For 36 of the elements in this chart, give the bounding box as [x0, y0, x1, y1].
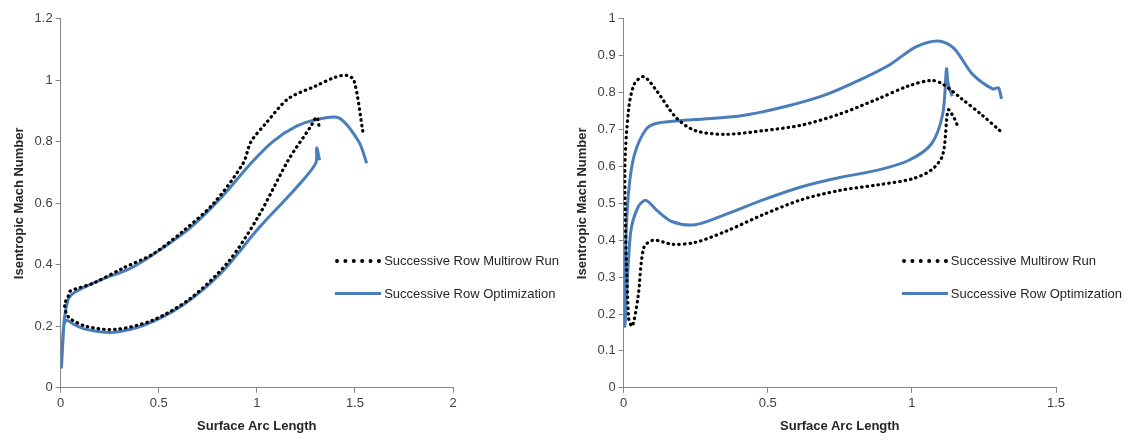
legend-label: Successive Multirow Run [950, 253, 1096, 268]
y-tick-label: 0 [45, 379, 53, 395]
y-tick-label: 0.7 [597, 121, 616, 137]
y-tick-label: 0.3 [597, 268, 616, 284]
x-axis-title: Surface Arc Length [197, 417, 317, 433]
y-tick-label: 0.1 [597, 342, 616, 358]
y-tick-label: 0.9 [597, 47, 616, 63]
y-tick-label: 1.2 [34, 10, 53, 26]
y-tick-label: 0.6 [597, 157, 616, 173]
x-axis-title: Surface Arc Length [780, 417, 900, 433]
x-tick-label: 0 [620, 395, 628, 411]
x-tick-label: 1 [253, 395, 261, 411]
y-tick-label: 0.5 [597, 194, 616, 210]
x-tick-label: 0.5 [758, 395, 777, 411]
y-tick-label: 0.4 [34, 256, 53, 272]
y-tick-label: 0.6 [34, 194, 53, 210]
y-tick-label: 0 [608, 379, 616, 395]
y-tick-label: 0.2 [597, 305, 616, 321]
x-tick-label: 1.5 [1046, 395, 1066, 411]
x-tick-label: 1 [908, 395, 916, 411]
y-tick-label: 0.4 [597, 231, 616, 247]
y-tick-label: 0.8 [34, 133, 53, 149]
y-tick-label: 0.2 [34, 317, 53, 333]
legend-label: Successive Row Multirow Run [384, 253, 559, 268]
x-tick-label: 1.5 [345, 395, 364, 411]
legend-label: Successive Row Optimization [384, 286, 556, 301]
y-tick-label: 1 [608, 10, 616, 26]
y-tick-label: 0.8 [597, 84, 616, 100]
y-axis-title: Isentropic Mach Number [11, 127, 27, 280]
x-tick-label: 2 [449, 395, 457, 411]
x-tick-label: 0.5 [149, 395, 168, 411]
legend-label: Successive Row Optimization [950, 286, 1122, 301]
x-tick-label: 0 [57, 395, 65, 411]
y-axis-title: Isentropic Mach Number [574, 127, 590, 280]
y-tick-label: 1 [45, 71, 53, 87]
line-series [62, 73, 365, 332]
